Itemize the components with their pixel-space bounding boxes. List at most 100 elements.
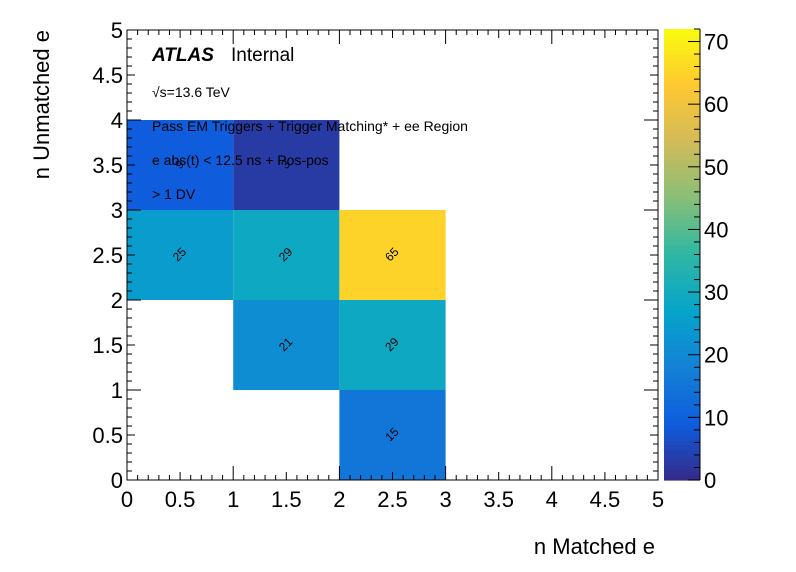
colorbar-segment bbox=[664, 234, 700, 241]
colorbar-segment bbox=[664, 299, 700, 306]
colorbar-segment bbox=[664, 54, 700, 60]
colorbar-segment bbox=[664, 264, 700, 271]
heatmap-cell bbox=[127, 210, 234, 300]
colorbar-segment bbox=[664, 59, 700, 65]
y-tick-label: 1 bbox=[111, 378, 123, 403]
colorbar-segment bbox=[664, 89, 700, 95]
colorbar-segment bbox=[664, 439, 700, 446]
colorbar-segment bbox=[664, 79, 700, 85]
colorbar-segment bbox=[664, 149, 700, 155]
colorbar-tick-label: 40 bbox=[704, 217, 728, 242]
colorbar-segment bbox=[664, 219, 700, 226]
colorbar-segment bbox=[664, 254, 700, 261]
y-axis: 0 0.5 1 1.5 2 2.5 3 3.5 4 4.5 5 bbox=[92, 18, 658, 493]
colorbar-segment bbox=[664, 289, 700, 296]
colorbar-segment bbox=[664, 49, 700, 55]
colorbar-segment bbox=[664, 179, 700, 185]
colorbar-segment bbox=[664, 124, 700, 130]
colorbar-segment bbox=[664, 334, 700, 341]
colorbar-segment bbox=[664, 424, 700, 431]
colorbar-segment bbox=[664, 129, 700, 135]
colorbar-segment bbox=[664, 244, 700, 251]
colorbar-segment bbox=[664, 369, 700, 376]
colorbar-segment bbox=[664, 109, 700, 115]
y-tick-label: 0.5 bbox=[92, 423, 123, 448]
colorbar-segment bbox=[664, 169, 700, 175]
y-tick-label: 4 bbox=[111, 108, 123, 133]
colorbar-segment bbox=[664, 114, 700, 120]
x-tick-label: 0 bbox=[121, 487, 133, 512]
heatmap-cell bbox=[233, 120, 340, 210]
colorbar-segment bbox=[664, 119, 700, 125]
colorbar-segment bbox=[664, 204, 700, 210]
y-tick-label: 3.5 bbox=[92, 153, 123, 178]
colorbar-segment bbox=[664, 344, 700, 351]
colorbar-segment bbox=[664, 419, 700, 426]
colorbar-segment bbox=[664, 279, 700, 286]
colorbar-segment bbox=[664, 379, 700, 386]
colorbar-segment bbox=[664, 394, 700, 401]
colorbar-segment bbox=[664, 434, 700, 441]
colorbar-segment bbox=[664, 404, 700, 411]
colorbar-segment bbox=[664, 34, 700, 40]
x-tick-label: 2 bbox=[333, 487, 345, 512]
colorbar-segment bbox=[664, 389, 700, 396]
heatmap-cell bbox=[127, 120, 234, 210]
colorbar-segment bbox=[664, 139, 700, 145]
colorbar: 0 10 20 30 40 50 60 70 bbox=[664, 28, 728, 493]
selection-label: Pass EM Triggers + Trigger Matching* + e… bbox=[152, 118, 468, 134]
x-tick-label: 4 bbox=[546, 487, 558, 512]
colorbar-segment bbox=[664, 469, 700, 476]
colorbar-segment bbox=[664, 274, 700, 281]
colorbar-segment bbox=[664, 309, 700, 316]
colorbar-segment bbox=[664, 229, 700, 236]
colorbar-segment bbox=[664, 74, 700, 80]
colorbar-segment bbox=[664, 284, 700, 291]
heatmap-cell bbox=[233, 210, 340, 300]
x-tick-label: 3.5 bbox=[483, 487, 514, 512]
colorbar-segment bbox=[664, 154, 700, 160]
colorbar-segment bbox=[664, 259, 700, 266]
colorbar-segment bbox=[664, 29, 700, 35]
heatmap-cell bbox=[339, 390, 446, 480]
colorbar-segment bbox=[664, 239, 700, 246]
dv-label: > 1 DV bbox=[152, 186, 196, 202]
internal-label: Internal bbox=[231, 45, 294, 66]
colorbar-segment bbox=[664, 104, 700, 110]
heatmap-cell bbox=[339, 300, 446, 390]
y-tick-label: 3 bbox=[111, 198, 123, 223]
colorbar-segment bbox=[664, 214, 700, 221]
colorbar-segment bbox=[664, 314, 700, 321]
colorbar-segment bbox=[664, 429, 700, 436]
colorbar-segment bbox=[664, 444, 700, 451]
colorbar-segment bbox=[664, 319, 700, 326]
colorbar-segment bbox=[664, 459, 700, 466]
colorbar-segment bbox=[664, 384, 700, 391]
colorbar-segment bbox=[664, 349, 700, 356]
heatmap-cell bbox=[339, 210, 446, 300]
colorbar-segment bbox=[664, 464, 700, 471]
colorbar-segment bbox=[664, 399, 700, 406]
colorbar-segment bbox=[664, 354, 700, 361]
colorbar-segment bbox=[664, 94, 700, 100]
colorbar-segment bbox=[664, 294, 700, 301]
colorbar-segment bbox=[664, 409, 700, 416]
x-axis: 0 0.5 1 1.5 2 2.5 3 3.5 4 4.5 5 bbox=[121, 30, 664, 512]
y-tick-label: 2 bbox=[111, 288, 123, 313]
atlas-label: ATLAS bbox=[151, 45, 214, 66]
y-tick-label: 4.5 bbox=[92, 63, 123, 88]
y-axis-label: n Unmatched e bbox=[29, 30, 54, 179]
x-tick-label: 1 bbox=[227, 487, 239, 512]
y-tick-label: 1.5 bbox=[92, 333, 123, 358]
colorbar-segment bbox=[664, 224, 700, 231]
colorbar-segment bbox=[664, 194, 700, 200]
colorbar-tick-label: 60 bbox=[704, 92, 728, 117]
colorbar-segment bbox=[664, 69, 700, 75]
colorbar-tick-label: 20 bbox=[704, 343, 728, 368]
colorbar-segment bbox=[664, 84, 700, 90]
y-tick-label: 5 bbox=[111, 18, 123, 43]
colorbar-segment bbox=[664, 164, 700, 170]
colorbar-segment bbox=[664, 359, 700, 366]
y-tick-label: 0 bbox=[111, 468, 123, 493]
